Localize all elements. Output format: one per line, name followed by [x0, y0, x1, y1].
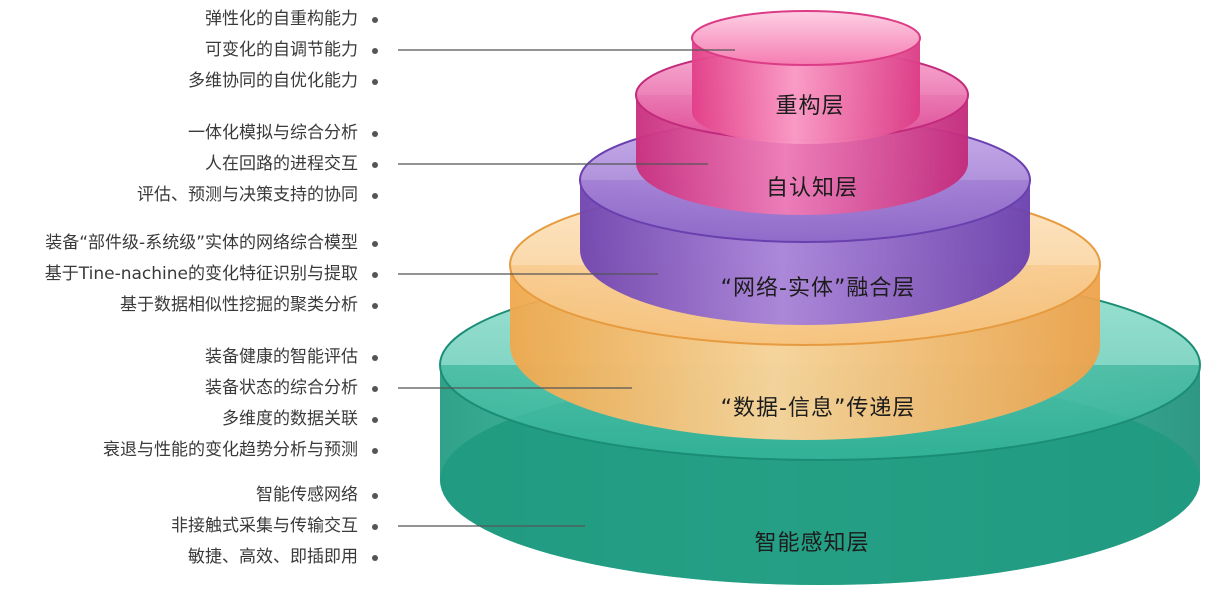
bullet-dot-icon [372, 193, 378, 199]
bullet-dot-icon [372, 272, 378, 278]
feature-item: 非接触式采集与传输交互 [171, 511, 380, 542]
bullet-dot-icon [372, 241, 378, 247]
bullet-dot-icon [372, 303, 378, 309]
bullet-dot-icon [372, 162, 378, 168]
feature-item: 基于数据相似性挖掘的聚类分析 [45, 290, 380, 321]
feature-item: 多维度的数据关联 [103, 404, 380, 435]
feature-item: 衰退与性能的变化趋势分析与预测 [103, 435, 380, 466]
feature-item: 一体化模拟与综合分析 [137, 118, 380, 149]
bullet-dot-icon [372, 48, 378, 54]
feature-item: 装备状态的综合分析 [103, 373, 380, 404]
bullet-dot-icon [372, 386, 378, 392]
feature-item: 多维协同的自优化能力 [188, 66, 380, 97]
feature-group-fusion: 装备“部件级-系统级”实体的网络综合模型 基于Tine-nachine的变化特征… [45, 228, 380, 321]
feature-item: 装备“部件级-系统级”实体的网络综合模型 [45, 228, 380, 259]
feature-group-sensing: 智能传感网络 非接触式采集与传输交互 敏捷、高效、即插即用 [171, 480, 380, 573]
bullet-dot-icon [372, 524, 378, 530]
bullet-dot-icon [372, 355, 378, 361]
connector-lines [398, 49, 735, 527]
bullet-dot-icon [372, 17, 378, 23]
bullet-dot-icon [372, 417, 378, 423]
feature-group-reconfig: 弹性化的自重构能力 可变化的自调节能力 多维协同的自优化能力 [188, 4, 380, 97]
feature-item: 弹性化的自重构能力 [188, 4, 380, 35]
feature-item: 智能传感网络 [171, 480, 380, 511]
reconfig-layer-disc [691, 10, 921, 144]
feature-item: 人在回路的进程交互 [137, 149, 380, 180]
layer-label-reconfig: 重构层 [775, 94, 845, 119]
layer-label-cognition: 自认知层 [765, 176, 859, 201]
feature-item: 基于Tine-nachine的变化特征识别与提取 [45, 259, 380, 290]
bullet-dot-icon [372, 448, 378, 454]
feature-group-cognition: 一体化模拟与综合分析 人在回路的进程交互 评估、预测与决策支持的协同 [137, 118, 380, 211]
feature-group-transfer: 装备健康的智能评估 装备状态的综合分析 多维度的数据关联 衰退与性能的变化趋势分… [103, 342, 380, 466]
feature-item: 装备健康的智能评估 [103, 342, 380, 373]
bullet-dot-icon [372, 493, 378, 499]
bullet-dot-icon [372, 79, 378, 85]
layer-label-sensing: 智能感知层 [754, 531, 870, 556]
bullet-dot-icon [372, 131, 378, 137]
bullet-dot-icon [372, 555, 378, 561]
layer-label-fusion: “网络-实体”融合层 [720, 276, 916, 301]
layer-label-transfer: “数据-信息”传递层 [720, 396, 916, 421]
feature-item: 可变化的自调节能力 [188, 35, 380, 66]
feature-item: 敏捷、高效、即插即用 [171, 542, 380, 573]
feature-item: 评估、预测与决策支持的协同 [137, 180, 380, 211]
